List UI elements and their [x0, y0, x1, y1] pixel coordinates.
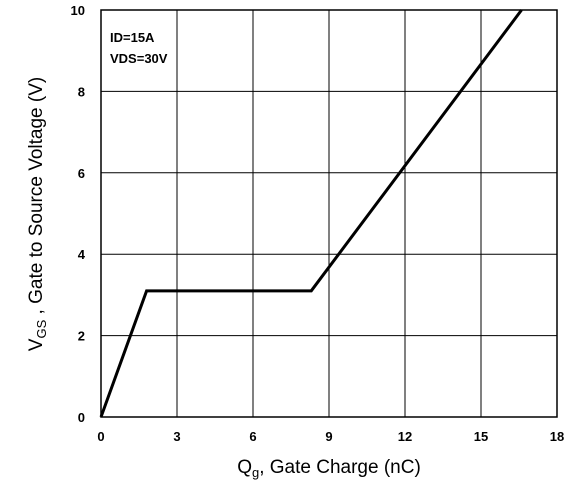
x-tick-label: 3: [173, 429, 180, 444]
y-tick-label: 2: [78, 329, 85, 344]
y-tick-label: 6: [78, 166, 85, 181]
x-axis-title-rest: , Gate Charge (nC): [259, 457, 421, 478]
x-tick-label: 18: [550, 429, 564, 444]
y-axis-title: VGS , Gate to Source Voltage (V): [26, 77, 49, 351]
y-tick-label: 4: [78, 247, 86, 262]
y-tick-labels: 0 2 4 6 8 10: [71, 3, 86, 425]
plot-frame: [100, 9, 558, 418]
gridlines: [101, 10, 557, 417]
x-axis-title: Qg, Gate Charge (nC): [237, 457, 421, 480]
x-tick-label: 12: [398, 429, 412, 444]
y-axis-title-subscript: GS: [34, 319, 49, 338]
y-axis-title-main: V: [26, 338, 47, 351]
x-tick-label: 6: [249, 429, 256, 444]
y-tick-label: 0: [78, 410, 85, 425]
y-axis-title-rest: , Gate to Source Voltage (V): [26, 77, 47, 320]
y-tick-label: 10: [71, 3, 85, 18]
x-tick-label: 0: [97, 429, 104, 444]
x-tick-label: 15: [474, 429, 488, 444]
y-tick-label: 8: [78, 84, 85, 99]
series-layer: [99, 9, 523, 418]
annotation-current: ID=15A: [110, 30, 155, 45]
x-axis-title-main: Q: [237, 457, 252, 478]
annotation-voltage: VDS=30V: [110, 51, 168, 66]
x-tick-labels: 0 3 6 9 12 15 18: [97, 429, 564, 444]
x-tick-label: 9: [325, 429, 332, 444]
series-line: [99, 9, 523, 418]
x-axis-title-subscript: g: [252, 465, 259, 480]
